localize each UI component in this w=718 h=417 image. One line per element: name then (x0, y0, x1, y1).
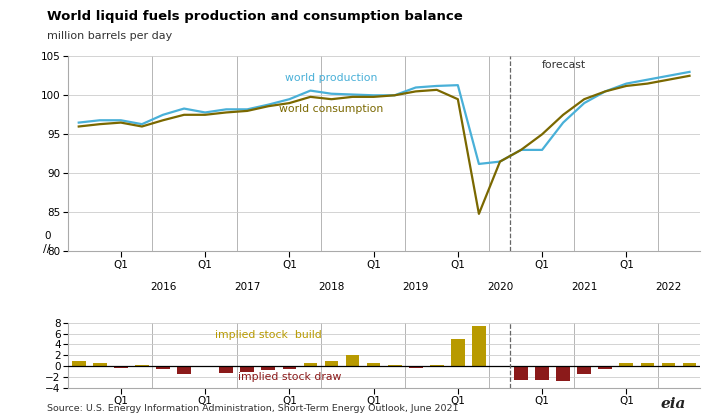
Bar (177, 366, 191, 374)
Bar (598, 366, 612, 369)
Bar (620, 364, 633, 366)
Bar (241, 366, 254, 372)
Text: implied stock  build: implied stock build (215, 330, 322, 340)
Bar (72, 361, 85, 366)
Bar (304, 364, 317, 366)
Bar (135, 364, 149, 366)
Bar (198, 366, 212, 367)
Bar (451, 339, 465, 366)
Text: 2021: 2021 (571, 282, 597, 292)
Text: forecast: forecast (542, 60, 586, 70)
Text: million barrels per day: million barrels per day (47, 31, 172, 41)
Bar (156, 366, 170, 369)
Bar (388, 365, 401, 366)
Bar (472, 326, 486, 366)
Bar (661, 364, 676, 366)
Bar (409, 366, 423, 368)
Bar (219, 366, 233, 373)
Bar (345, 355, 360, 366)
Bar (640, 364, 654, 366)
Bar (556, 366, 570, 381)
Bar (367, 364, 381, 366)
Text: world production: world production (285, 73, 378, 83)
Text: 2022: 2022 (656, 282, 681, 292)
Text: 0: 0 (44, 231, 50, 241)
Text: 2017: 2017 (234, 282, 261, 292)
Text: Source: U.S. Energy Information Administration, Short-Term Energy Outlook, June : Source: U.S. Energy Information Administ… (47, 404, 458, 413)
Bar (114, 366, 128, 368)
Bar (93, 364, 107, 366)
Bar (325, 361, 338, 366)
Text: World liquid fuels production and consumption balance: World liquid fuels production and consum… (47, 10, 462, 23)
Bar (282, 366, 297, 369)
Bar (430, 364, 444, 366)
Text: //: // (43, 244, 51, 254)
Text: implied stock draw: implied stock draw (238, 372, 341, 382)
Text: eia: eia (661, 397, 686, 411)
Bar (514, 366, 528, 380)
Bar (577, 366, 591, 374)
Text: 2020: 2020 (487, 282, 513, 292)
Text: 2018: 2018 (318, 282, 345, 292)
Text: world consumption: world consumption (279, 104, 383, 114)
Bar (535, 366, 549, 380)
Bar (261, 366, 275, 370)
Text: 2019: 2019 (403, 282, 429, 292)
Bar (683, 364, 696, 366)
Text: 2016: 2016 (150, 282, 176, 292)
